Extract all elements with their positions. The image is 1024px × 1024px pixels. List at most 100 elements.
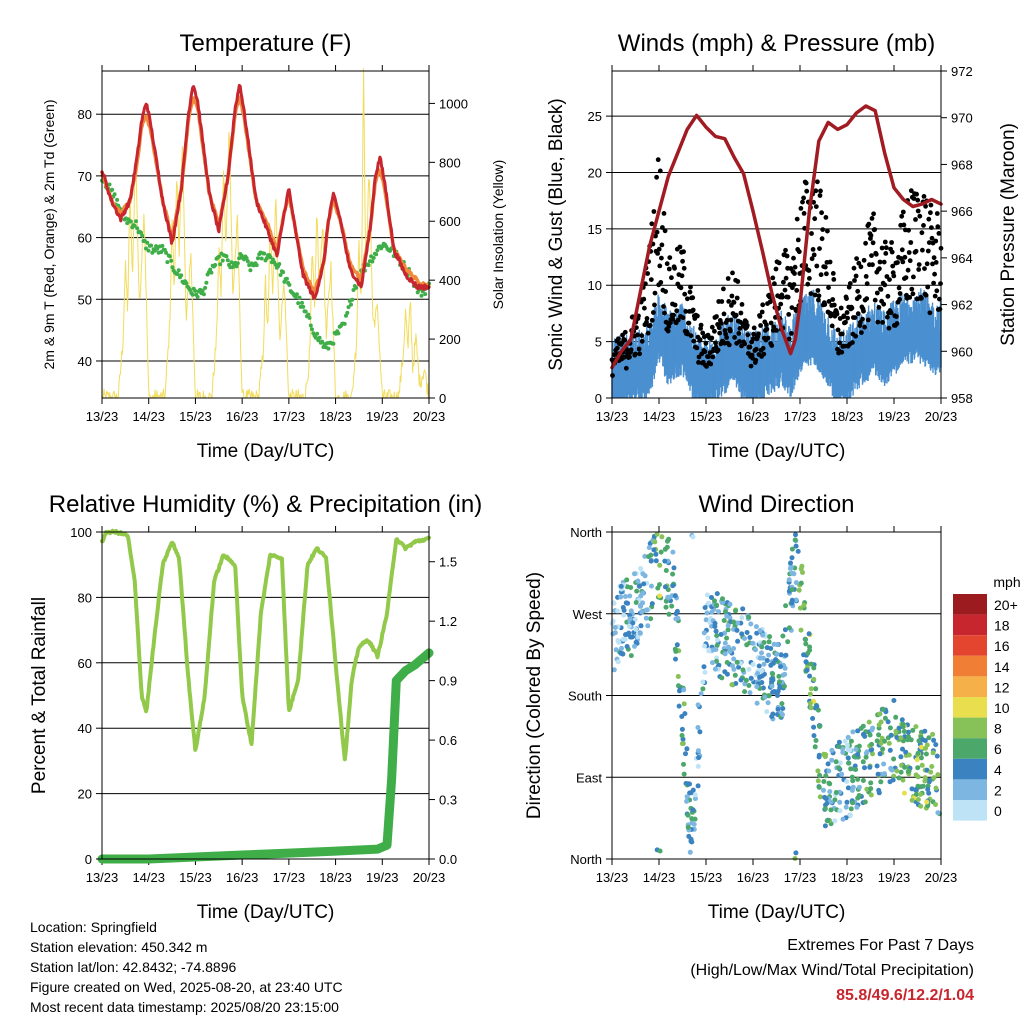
dewpoint-point (349, 302, 353, 307)
dewpoint-point (155, 246, 160, 251)
direction-point (628, 608, 634, 614)
direction-point (878, 740, 884, 746)
direction-point (811, 733, 817, 739)
gust-point (888, 310, 894, 316)
gust-point (920, 247, 925, 253)
gust-point (792, 264, 798, 270)
direction-point (786, 577, 792, 583)
direction-point (918, 755, 924, 761)
dewpoint-point (308, 323, 313, 328)
direction-point (672, 646, 678, 652)
station-info-block: Location: Springfield Station elevation:… (30, 917, 343, 1017)
gust-point (753, 346, 759, 352)
direction-point (626, 623, 632, 629)
gust-point (914, 191, 919, 197)
dewpoint-point (354, 285, 359, 290)
direction-point (776, 673, 782, 679)
gust-point (658, 280, 664, 285)
gust-point (712, 328, 717, 334)
direction-point (782, 627, 788, 633)
gust-point (685, 296, 690, 302)
direction-point (764, 645, 770, 651)
direction-point (808, 686, 814, 692)
direction-point (671, 565, 677, 571)
gust-point (738, 310, 744, 316)
station-location: Location: Springfield (30, 919, 157, 935)
direction-point (637, 583, 643, 589)
y2-tick-label: 200 (439, 332, 461, 347)
gust-point (642, 305, 647, 311)
dewpoint-point (225, 258, 230, 263)
direction-point (803, 637, 809, 642)
direction-point (788, 564, 794, 570)
gust-point (835, 327, 841, 333)
dewpoint-point (164, 250, 169, 255)
direction-point (669, 603, 675, 609)
gust-point (785, 294, 791, 300)
y-axis-label-right: Solar Insolation (Yellow) (490, 160, 506, 310)
colorbar-cell (953, 635, 987, 656)
dewpoint-point (134, 219, 138, 224)
gust-point (872, 227, 878, 232)
direction-point (806, 631, 812, 637)
gust-point (863, 240, 868, 246)
direction-point (672, 593, 678, 599)
gust-point (926, 216, 932, 222)
direction-point (888, 732, 894, 738)
gust-point (714, 314, 719, 319)
y-tick-label: 60 (78, 656, 92, 671)
direction-point (721, 618, 727, 623)
gust-point (806, 268, 812, 273)
direction-point (634, 588, 640, 594)
dewpoint-point (175, 272, 180, 276)
direction-point (753, 647, 758, 653)
direction-point (724, 660, 730, 665)
dewpoint-point (306, 312, 311, 317)
x-tick-label: 16/23 (737, 409, 770, 424)
dewpoint-point (208, 267, 213, 272)
gust-point (663, 289, 668, 294)
dewpoint-point (374, 252, 379, 257)
dewpoint-point (115, 197, 120, 202)
panel-3: Relative Humidity (%) & Precipitation (i… (29, 491, 482, 923)
dewpoint-point (317, 335, 322, 340)
gust-point (922, 266, 927, 271)
direction-point (902, 764, 908, 770)
direction-point (761, 640, 767, 645)
dewpoint-point (342, 321, 347, 326)
gust-point (719, 299, 725, 304)
gust-point (861, 308, 866, 314)
direction-point (750, 640, 756, 646)
direction-point (695, 702, 701, 708)
gust-point (700, 330, 706, 336)
y2-tick-label: 400 (439, 273, 461, 288)
direction-point (619, 645, 624, 651)
direction-point (882, 771, 887, 777)
gust-point (823, 215, 829, 220)
direction-point (793, 543, 799, 549)
direction-point (845, 785, 851, 791)
direction-point (901, 790, 907, 796)
direction-point (773, 657, 779, 663)
gust-point (932, 293, 938, 299)
gust-point (784, 253, 790, 259)
gust-point (721, 286, 726, 292)
meteogram-figure: Temperature (F) Time (Day/UTC) 13/23 14/23 1… (29, 30, 1021, 923)
direction-point (653, 558, 659, 564)
colorbar-cell (953, 758, 987, 780)
direction-point (778, 664, 783, 670)
x-tick-label: 16/23 (737, 870, 770, 885)
direction-point (696, 755, 702, 761)
colorbar-label: 18 (994, 618, 1010, 634)
direction-point (739, 615, 745, 621)
gust-point (919, 295, 924, 301)
gust-point (696, 354, 702, 360)
direction-point (621, 607, 627, 613)
dewpoint-point (264, 256, 269, 261)
gust-point (644, 319, 649, 325)
direction-point (682, 711, 688, 717)
direction-point (860, 759, 866, 765)
direction-point (833, 759, 839, 765)
direction-point (670, 571, 676, 577)
gust-point (907, 295, 913, 300)
